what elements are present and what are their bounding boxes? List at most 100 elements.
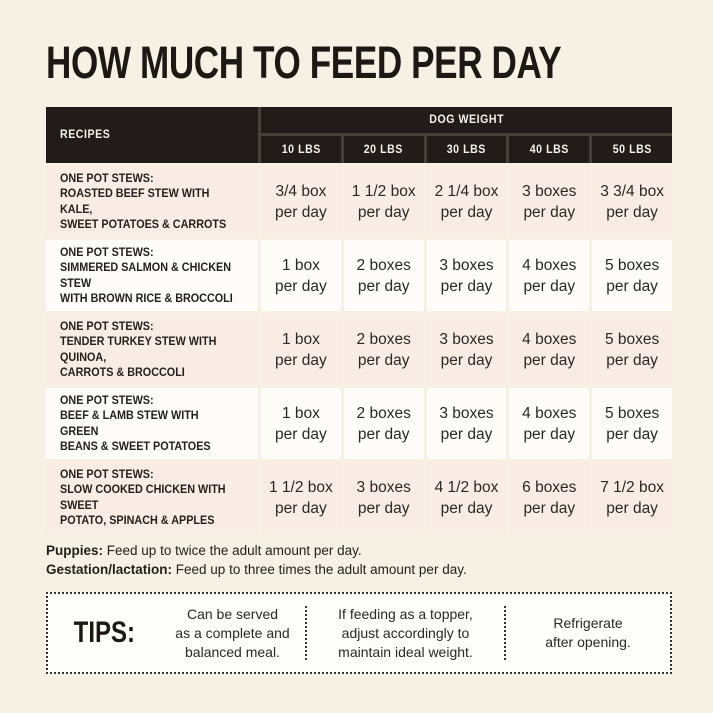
recipe-cell: ONE POT STEWS: TENDER TURKEY STEW WITH QU… bbox=[46, 314, 258, 385]
recipe-name: SIMMERED SALMON & CHICKEN STEW WITH BROW… bbox=[60, 260, 233, 305]
recipe-text: ONE POT STEWS: TENDER TURKEY STEW WITH QU… bbox=[60, 319, 238, 381]
per-day-label: per day bbox=[523, 499, 576, 517]
recipe-text: ONE POT STEWS: SIMMERED SALMON & CHICKEN … bbox=[60, 245, 238, 307]
recipe-name: TENDER TURKEY STEW WITH QUINOA, CARROTS … bbox=[60, 334, 217, 379]
amount: 4 boxes bbox=[522, 404, 577, 422]
recipe-name: ROASTED BEEF STEW WITH KALE, SWEET POTAT… bbox=[60, 186, 227, 231]
amount-cell: 1 1/2 box per day bbox=[343, 166, 424, 237]
recipe-name: SLOW COOKED CHICKEN WITH SWEET POTATO, S… bbox=[60, 482, 226, 527]
recipe-cell: ONE POT STEWS: SIMMERED SALMON & CHICKEN … bbox=[46, 240, 258, 311]
column-header-20lbs: 20 LBS bbox=[343, 136, 424, 163]
tips-divider bbox=[504, 606, 506, 660]
amount-cell: 3 3/4 box per day bbox=[592, 166, 672, 237]
puppies-note-label: Puppies: bbox=[46, 543, 104, 558]
page-title-text: HOW MUCH TO FEED PER DAY bbox=[46, 37, 562, 88]
amount: 3 3/4 box bbox=[600, 182, 664, 200]
amount: 7 1/2 box bbox=[600, 478, 664, 496]
recipe-text: ONE POT STEWS: ROASTED BEEF STEW WITH KAL… bbox=[60, 171, 238, 233]
per-day-label: per day bbox=[606, 425, 658, 443]
amount-cell: 3 boxes per day bbox=[343, 462, 424, 533]
weight-20lbs-label: 20 LBS bbox=[364, 143, 404, 156]
recipe-text: ONE POT STEWS: BEEF & LAMB STEW WITH GREE… bbox=[60, 393, 238, 455]
amount-cell: 4 1/2 box per day bbox=[426, 462, 507, 533]
per-day-label: per day bbox=[440, 425, 493, 443]
recipe-category: ONE POT STEWS: bbox=[60, 170, 154, 185]
amount: 3 boxes bbox=[439, 256, 494, 274]
tip-topper: If feeding as a topper, adjust according… bbox=[338, 605, 473, 660]
per-day-label: per day bbox=[275, 499, 327, 517]
amount-cell: 2 boxes per day bbox=[343, 314, 424, 385]
amount-cell: 7 1/2 box per day bbox=[592, 462, 672, 533]
recipe-name: BEEF & LAMB STEW WITH GREEN BEANS & SWEE… bbox=[60, 408, 211, 453]
per-day-label: per day bbox=[440, 499, 493, 517]
per-day-label: per day bbox=[440, 277, 493, 295]
recipe-cell: ONE POT STEWS: SLOW COOKED CHICKEN WITH S… bbox=[46, 462, 258, 533]
gestation-note-text: Feed up to three times the adult amount … bbox=[175, 561, 467, 577]
amount-cell: 1 1/2 box per day bbox=[261, 462, 341, 533]
per-day-label: per day bbox=[357, 203, 410, 221]
weight-10lbs-label: 10 LBS bbox=[281, 143, 321, 156]
amount: 5 boxes bbox=[604, 256, 660, 274]
amount-cell: 3 boxes per day bbox=[426, 314, 507, 385]
per-day-label: per day bbox=[357, 499, 410, 517]
per-day-label: per day bbox=[275, 425, 327, 443]
per-day-label: per day bbox=[275, 277, 327, 295]
column-group-header-dog-weight: DOG WEIGHT bbox=[261, 107, 672, 133]
amount-cell: 2 boxes per day bbox=[343, 240, 424, 311]
tips-divider bbox=[305, 606, 307, 660]
per-day-label: per day bbox=[523, 351, 576, 369]
gestation-note: Gestation/lactation: Feed up to three ti… bbox=[46, 561, 672, 580]
recipe-category: ONE POT STEWS: bbox=[60, 244, 154, 259]
amount-cell: 2 boxes per day bbox=[343, 388, 424, 459]
amount-cell: 3 boxes per day bbox=[426, 240, 507, 311]
amount: 3 boxes bbox=[522, 182, 577, 200]
per-day-label: per day bbox=[357, 351, 410, 369]
feeding-guide-page: HOW MUCH TO FEED PER DAY RECIPES DOG WEI… bbox=[46, 37, 672, 674]
amount-cell: 5 boxes per day bbox=[592, 388, 672, 459]
amount-cell: 1 box per day bbox=[261, 240, 341, 311]
per-day-label: per day bbox=[606, 351, 658, 369]
tips-box: TIPS: Can be served as a complete and ba… bbox=[46, 592, 672, 674]
amount-cell: 1 box per day bbox=[261, 388, 341, 459]
per-day-label: per day bbox=[606, 499, 658, 517]
column-header-recipes: RECIPES bbox=[46, 107, 258, 163]
amount: 5 boxes bbox=[604, 330, 660, 348]
per-day-label: per day bbox=[523, 425, 576, 443]
per-day-label: per day bbox=[606, 277, 658, 295]
amount-cell: 2 1/4 box per day bbox=[426, 166, 507, 237]
amount-cell: 3/4 box per day bbox=[261, 166, 341, 237]
amount: 1 1/2 box bbox=[269, 478, 333, 496]
amount-cell: 5 boxes per day bbox=[592, 240, 672, 311]
column-header-30lbs: 30 LBS bbox=[426, 136, 507, 163]
amount-cell: 4 boxes per day bbox=[509, 314, 590, 385]
recipes-header-label: RECIPES bbox=[60, 129, 111, 141]
amount: 2 boxes bbox=[356, 404, 411, 422]
amount: 3 boxes bbox=[439, 404, 494, 422]
per-day-label: per day bbox=[275, 203, 327, 221]
recipe-cell: ONE POT STEWS: BEEF & LAMB STEW WITH GREE… bbox=[46, 388, 258, 459]
dog-weight-label: DOG WEIGHT bbox=[429, 114, 504, 126]
per-day-label: per day bbox=[357, 277, 410, 295]
amount-cell: 6 boxes per day bbox=[509, 462, 590, 533]
amount-cell: 4 boxes per day bbox=[509, 388, 590, 459]
tip-complete-meal: Can be served as a complete and balanced… bbox=[175, 605, 290, 660]
recipe-category: ONE POT STEWS: bbox=[60, 392, 154, 407]
tips-heading: TIPS: bbox=[48, 616, 160, 650]
per-day-label: per day bbox=[357, 425, 410, 443]
amount: 1 box bbox=[281, 404, 320, 422]
puppies-note-text: Feed up to twice the adult amount per da… bbox=[106, 543, 362, 558]
amount: 2 boxes bbox=[356, 256, 411, 274]
amount: 2 boxes bbox=[356, 330, 411, 348]
feeding-notes: Puppies: Feed up to twice the adult amou… bbox=[46, 542, 672, 579]
amount: 6 boxes bbox=[522, 478, 577, 496]
amount: 1 box bbox=[281, 330, 320, 348]
column-header-40lbs: 40 LBS bbox=[509, 136, 590, 163]
amount: 1 box bbox=[281, 256, 320, 274]
recipe-category: ONE POT STEWS: bbox=[60, 466, 154, 481]
amount: 3 boxes bbox=[356, 478, 411, 496]
amount: 2 1/4 box bbox=[434, 182, 499, 200]
per-day-label: per day bbox=[440, 203, 493, 221]
weight-40lbs-label: 40 LBS bbox=[529, 143, 569, 156]
gestation-note-label: Gestation/lactation: bbox=[46, 561, 173, 577]
weight-50lbs-label: 50 LBS bbox=[612, 143, 652, 156]
